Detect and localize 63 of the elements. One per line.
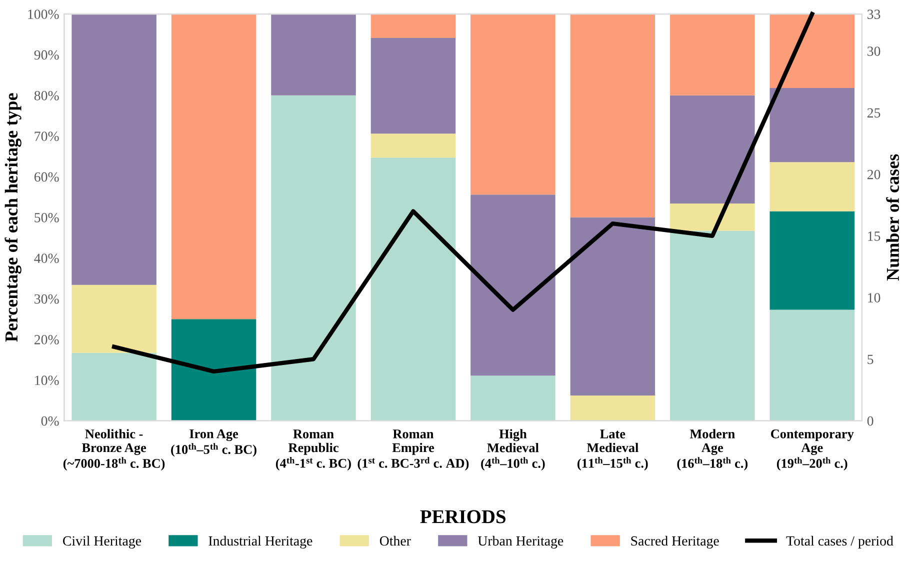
legend-label: Industrial Heritage [208, 536, 312, 548]
y-tick-label: 70% [34, 132, 59, 142]
y-tick-label: 100% [28, 10, 59, 20]
bar [271, 14, 356, 96]
bar [72, 284, 156, 353]
y-tick-label: 90% [34, 50, 59, 60]
y-tick-label: 10% [35, 376, 59, 386]
y2-tick-label: 5 [868, 354, 874, 364]
bar [470, 194, 556, 376]
bar [470, 14, 556, 195]
bar [570, 217, 656, 396]
bar [770, 211, 854, 310]
y-tick-label: 60% [34, 172, 59, 182]
x-tick-label: Modern Age (16$^{th}$–18$^{th}$ c.) [677, 429, 748, 471]
y2-tick-label: 30 [868, 46, 880, 56]
y-tick-label: 0% [41, 416, 59, 426]
x-tick-label: Roman Republic (4$^{th}$-1$^{st}$ c. BC) [276, 430, 351, 470]
y-tick-label: 80% [34, 90, 59, 100]
y2-tick-label: 15 [868, 232, 880, 241]
bar [770, 14, 854, 88]
y2-axis-title: Number of cases [886, 154, 900, 281]
bar [171, 319, 256, 421]
category-label: Roman Empire (1$^{st}$ c. BC-3$^{rd}$ c. AD) [358, 430, 469, 470]
x-tick-label: Iron Age (10$^{th}$–5$^{th}$ c. BC) [171, 429, 256, 457]
bar [670, 14, 755, 96]
bar [570, 14, 656, 218]
y-tick-label: 40% [34, 254, 59, 264]
bar [770, 310, 854, 421]
x-tick-label: Late Medieval (11$^{th}$–15$^{th}$ c.) [577, 430, 648, 470]
x-tick-label: High Medieval (4$^{th}$–10$^{th}$ c.) [481, 429, 545, 471]
legend-label: Urban Heritage [478, 536, 564, 548]
y2-tick-label: 33 [868, 10, 880, 19]
y-tick-label: 30% [34, 294, 59, 304]
y2-tick-label: 10 [868, 293, 880, 302]
bar [370, 38, 456, 134]
y-tick-label: 20% [34, 334, 59, 344]
bar [670, 204, 755, 231]
y2-tick-label: 20 [867, 170, 880, 180]
bar [72, 14, 156, 285]
bar [670, 95, 755, 204]
bar [171, 14, 256, 320]
y2-tick-label: 0 [867, 416, 874, 426]
bar [570, 396, 656, 421]
legend-label: Sacred Heritage [631, 536, 719, 548]
y-tick-label: 50% [34, 212, 59, 222]
bar [770, 88, 854, 162]
y2-tick-label: 25 [867, 108, 880, 118]
bar [72, 352, 156, 421]
legend-label: Other [380, 536, 411, 546]
bar [770, 162, 854, 212]
bar [370, 158, 456, 421]
x-tick-label: Contemporary Age (19$^{th}$–20$^{th}$ c.) [770, 429, 854, 471]
x-tick-label: Neolithic - Bronze Age (~7000-18$^{th}$ c. BC) [63, 429, 165, 471]
bar [370, 14, 456, 38]
bar [670, 230, 755, 421]
bar [370, 134, 456, 158]
x-axis-title: PERIODS [420, 510, 506, 524]
legend-label: Total cases / period [786, 536, 894, 548]
legend-label: Civil Heritage [63, 536, 142, 548]
line-series [112, 12, 814, 374]
y-axis-title: Percentage of each heritage type [4, 93, 22, 342]
bar [470, 376, 556, 421]
bar [271, 95, 356, 421]
